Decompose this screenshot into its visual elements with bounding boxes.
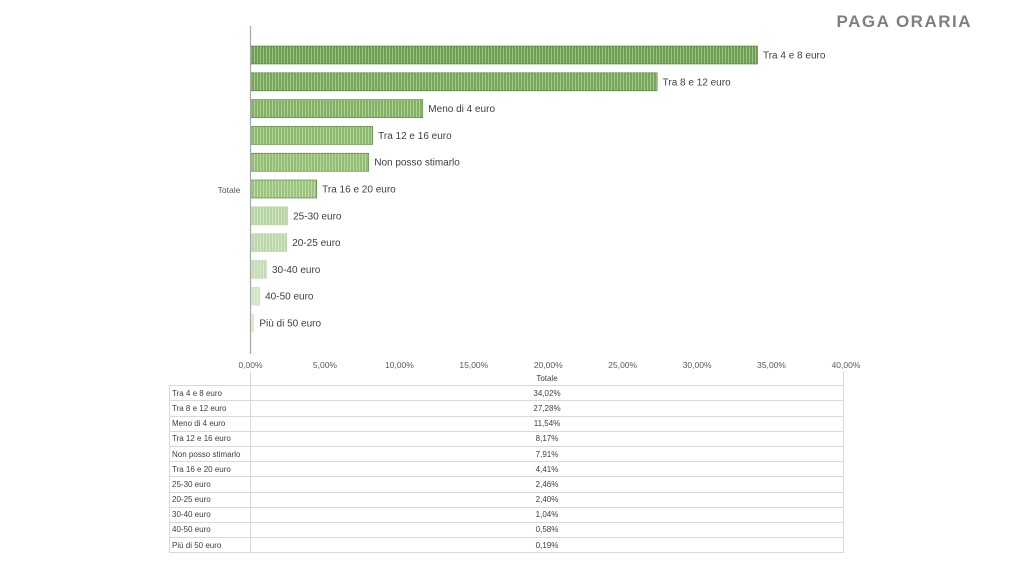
table-row-label: Tra 12 e 16 euro (169, 430, 251, 447)
table-row-value: 1,04% (250, 506, 844, 523)
table-row-value: 27,28% (250, 400, 844, 417)
bar-3 (250, 99, 424, 118)
x-tick-label-6: 25,00% (608, 360, 637, 370)
bar-11 (250, 313, 255, 333)
bar-label-6: Tra 16 e 20 euro (322, 185, 396, 196)
table-row-value: 4,41% (250, 461, 844, 478)
table-row-value: 34,02% (250, 385, 844, 402)
bar-2 (250, 72, 658, 92)
table-row-label: 25-30 euro (169, 476, 251, 493)
table-row: Tra 12 e 16 euro 8,17% (169, 430, 844, 447)
table-row-label: Tra 16 e 20 euro (169, 461, 251, 478)
bar-label-3: Meno di 4 euro (428, 104, 495, 115)
bar-label-8: 20-25 euro (292, 238, 341, 249)
data-table: Totale Tra 4 e 8 euro 34,02% Tra 8 e 12 eu… (169, 371, 844, 554)
bar-6 (250, 179, 317, 199)
table-row: Tra 4 e 8 euro 34,02% (169, 385, 844, 402)
bar-label-10: 40-50 euro (265, 292, 314, 303)
table-row-label: 30-40 euro (169, 506, 251, 523)
x-tick-label-1: 0,00% (238, 360, 263, 370)
bar-1 (250, 45, 758, 65)
table-row: Più di 50 euro 0,19% (169, 537, 844, 554)
table-row-label: Tra 8 e 12 euro (169, 400, 251, 417)
table-row: Tra 16 e 20 euro 4,41% (169, 461, 844, 478)
bar-label-7: 25-30 euro (293, 211, 342, 222)
bar-label-9: 30-40 euro (272, 265, 321, 276)
table-row-label: 40-50 euro (169, 521, 251, 539)
data-table-header: Totale (250, 371, 844, 387)
table-row-value: 7,91% (250, 445, 844, 463)
table-row-value: 0,58% (250, 521, 844, 539)
x-tick-label-9: 40,00% (832, 360, 861, 370)
bar-label-5: Non posso stimarlo (374, 158, 460, 169)
table-row-value: 8,17% (250, 430, 844, 447)
x-tick-label-2: 5,00% (313, 360, 338, 370)
chart-title: PAGA ORARIA (836, 12, 972, 31)
x-tick-label-3: 10,00% (385, 360, 414, 370)
category-axis-label: Totale (218, 185, 241, 195)
bar-10 (250, 286, 260, 306)
table-row: Meno di 4 euro 11,54% (169, 415, 844, 432)
data-table-header-row: Totale (169, 371, 844, 387)
table-row-label: Meno di 4 euro (169, 415, 251, 432)
table-row-label: Non posso stimarlo (169, 445, 251, 463)
table-row-value: 11,54% (250, 415, 844, 432)
x-tick-label-5: 20,00% (534, 360, 563, 370)
data-table-corner (169, 371, 251, 387)
table-row: 40-50 euro 0,58% (169, 521, 844, 539)
table-row-value: 0,19% (250, 537, 844, 554)
bar-label-2: Tra 8 e 12 euro (663, 77, 731, 88)
axis-group: Totale 0,00% 5,00% 10,00% 15,00% 20,00% 25,00%… (218, 26, 861, 370)
bar-label-11: Più di 50 euro (259, 319, 321, 330)
table-row-label: Tra 4 e 8 euro (169, 385, 251, 402)
table-row: 20-25 euro 2,40% (169, 491, 844, 508)
bar-4 (250, 126, 373, 145)
bar-label-4: Tra 12 e 16 euro (378, 131, 452, 142)
table-row: 25-30 euro 2,46% (169, 476, 844, 493)
bar-9 (250, 260, 267, 279)
bar-7 (250, 206, 288, 226)
x-tick-label-7: 30,00% (683, 360, 712, 370)
table-row-label: Più di 50 euro (169, 537, 251, 554)
bars-group: Tra 4 e 8 euro Tra 8 e 12 euro Meno di 4 e… (250, 45, 826, 333)
x-tick-label-4: 15,00% (459, 360, 488, 370)
bar-5 (250, 152, 370, 172)
bar-label-1: Tra 4 e 8 euro (763, 51, 826, 62)
x-tick-label-8: 35,00% (757, 360, 786, 370)
table-row-label: 20-25 euro (169, 491, 251, 508)
table-row: Tra 8 e 12 euro 27,28% (169, 400, 844, 417)
table-row: Non posso stimarlo 7,91% (169, 445, 844, 463)
table-row-value: 2,40% (250, 491, 844, 508)
table-row: 30-40 euro 1,04% (169, 506, 844, 523)
bar-8 (250, 233, 288, 252)
table-row-value: 2,46% (250, 476, 844, 493)
